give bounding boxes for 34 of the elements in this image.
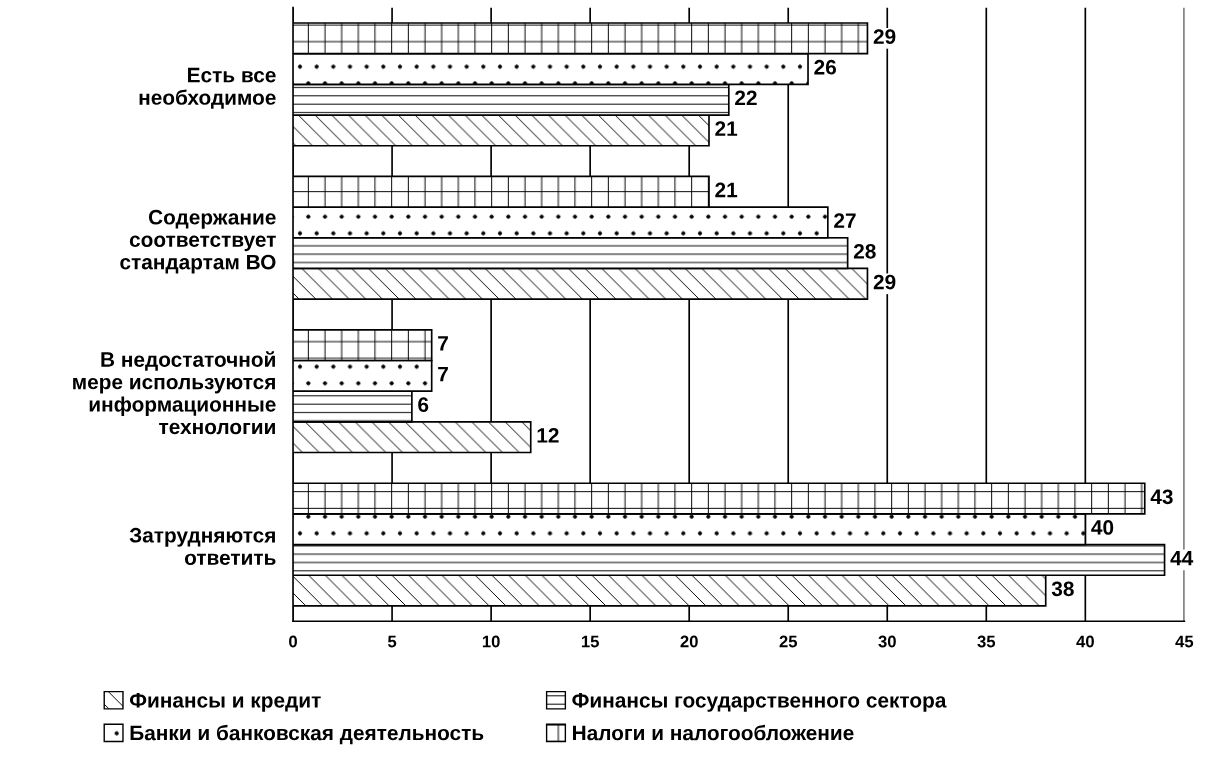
x-tick-label: 40 (1076, 635, 1094, 648)
y-tick-label: Содержание соответствует стандартам ВО (120, 209, 276, 274)
x-tick-label: 25 (779, 635, 798, 648)
data-label: 12 (537, 428, 559, 443)
legend-label: Налоги и налогообложение (573, 724, 854, 741)
x-tick-label: 35 (977, 635, 996, 648)
x-tick-label: 5 (387, 635, 397, 648)
data-label: 38 (1051, 581, 1074, 597)
y-tick-label: Есть все необходимое (139, 67, 276, 109)
data-label: 43 (1150, 489, 1173, 505)
x-tick-label: 20 (680, 635, 698, 648)
data-label: 21 (715, 121, 738, 136)
x-tick-label: 30 (878, 635, 896, 648)
x-tick-label: 15 (581, 635, 599, 648)
data-label: 27 (834, 213, 856, 228)
data-label: 22 (735, 90, 757, 106)
data-label: 7 (438, 336, 448, 351)
x-tick-label: 45 (1175, 635, 1194, 648)
data-label: 29 (873, 274, 896, 290)
data-label: 44 (1170, 550, 1194, 566)
data-label: 7 (438, 366, 448, 382)
data-label: 21 (715, 182, 738, 198)
data-label: 40 (1091, 520, 1114, 535)
y-tick-label: В недостаточной мере используются информационные технологии (73, 351, 276, 435)
data-label: 26 (814, 59, 837, 75)
data-label: 6 (418, 397, 429, 413)
y-tick-label: Затрудняются ответить (129, 527, 276, 566)
x-tick-label: 10 (482, 635, 500, 648)
data-label: 29 (873, 29, 896, 44)
legend-label: Финансы государственного сектора (572, 693, 947, 712)
x-tick-label: 0 (289, 635, 297, 648)
legend-label: Банки и банковская деятельность (130, 724, 484, 745)
legend-label: Финансы и кредит (129, 693, 321, 712)
data-label: 28 (853, 243, 876, 259)
